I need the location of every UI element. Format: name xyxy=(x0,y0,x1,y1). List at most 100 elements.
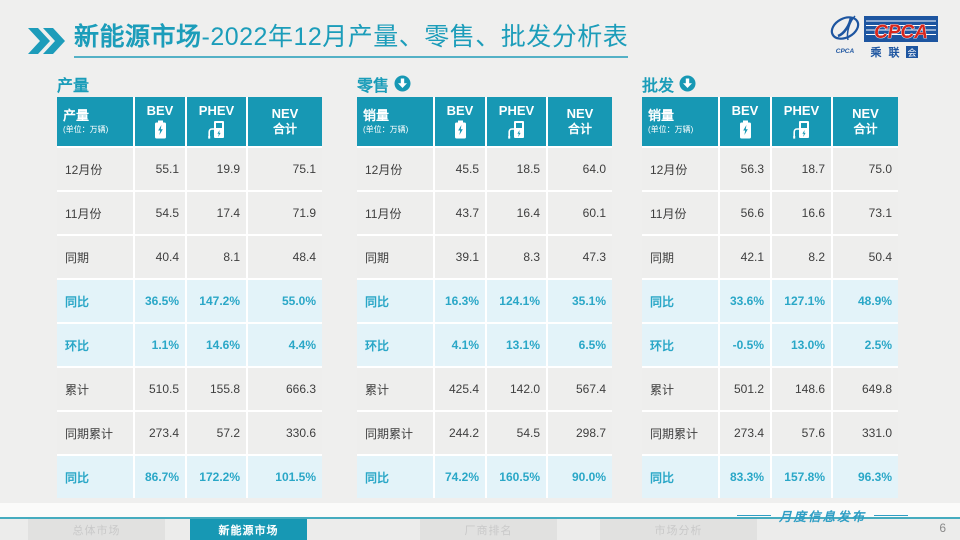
bev-column-label: BEV xyxy=(731,103,759,119)
nev-total-label: 合计 xyxy=(567,121,592,136)
header-cell-label: 销量 (单位：万辆) xyxy=(642,97,718,146)
cell-value: 14.6% xyxy=(187,324,246,366)
charger-icon xyxy=(508,120,524,139)
cell-value: 160.5% xyxy=(487,456,546,498)
table-body: 12月份 56.3 18.7 75.0 11月份 56.6 16.6 73.1 同期 42.1 8.… xyxy=(642,148,898,498)
cell-value: 60.1 xyxy=(548,192,612,234)
release-note-line-right xyxy=(874,515,908,516)
header-cell-bev: BEV xyxy=(435,97,485,146)
cell-value: 36.5% xyxy=(135,280,185,322)
cell-value: 18.5 xyxy=(487,148,546,190)
row-label: 同比 xyxy=(642,456,718,498)
cell-value: 90.0% xyxy=(548,456,612,498)
cell-value: 16.3% xyxy=(435,280,485,322)
logo-cn-char-2: 联 xyxy=(889,45,900,59)
table-row: 12月份 45.5 18.5 64.0 xyxy=(357,148,612,190)
row-label: 12月份 xyxy=(642,148,718,190)
row-label: 同比 xyxy=(357,456,433,498)
release-note-text: 月度信息发布 xyxy=(778,510,866,524)
row-label: 同期累计 xyxy=(357,412,433,454)
logo-emblem-swoosh-icon xyxy=(830,15,860,41)
cell-value: 54.5 xyxy=(487,412,546,454)
section-header-wholesale: 批发 xyxy=(642,70,898,97)
cell-value: 425.4 xyxy=(435,368,485,410)
header-unit: (单位：万辆) xyxy=(363,124,409,134)
row-label: 累计 xyxy=(642,368,718,410)
down-arrow-circle-icon xyxy=(394,75,411,92)
table-row: 同期 42.1 8.2 50.4 xyxy=(642,236,898,278)
cell-value: 55.0% xyxy=(248,280,322,322)
header-unit: (单位：万辆) xyxy=(63,124,109,134)
battery-icon xyxy=(739,120,751,139)
bottom-tab-bar: 总体市场 新能源市场 厂商排名 市场分析 xyxy=(0,519,960,540)
tab-manufacturer-ranking[interactable]: 厂商排名 xyxy=(420,519,557,540)
cell-value: 56.3 xyxy=(720,148,770,190)
cell-value: 48.4 xyxy=(248,236,322,278)
header-cell-label: 产量 (单位：万辆) xyxy=(57,97,133,146)
header-cell-nev: NEV 合计 xyxy=(833,97,898,146)
cell-value: 83.3% xyxy=(720,456,770,498)
bev-column-label: BEV xyxy=(446,103,474,119)
cell-value: 73.1 xyxy=(833,192,898,234)
cell-value: 64.0 xyxy=(548,148,612,190)
tab-overall-market[interactable]: 总体市场 xyxy=(28,519,165,540)
tab-nev-market[interactable]: 新能源市场 xyxy=(190,519,307,540)
section-header-production: 产量 xyxy=(57,70,322,97)
table-row: 同期累计 273.4 57.6 331.0 xyxy=(642,412,898,454)
page-number: 6 xyxy=(939,521,946,535)
cell-value: 75.0 xyxy=(833,148,898,190)
table-row: 同期 39.1 8.3 47.3 xyxy=(357,236,612,278)
table-row: 环比 -0.5% 13.0% 2.5% xyxy=(642,324,898,366)
cell-value: 4.4% xyxy=(248,324,322,366)
production-table: 产量 (单位：万辆) BEV PHEV xyxy=(57,97,322,498)
row-label: 同比 xyxy=(57,456,133,498)
header-cell-phev: PHEV xyxy=(187,97,246,146)
cell-value: 96.3% xyxy=(833,456,898,498)
nev-total-label: 合计 xyxy=(272,121,297,136)
logo-acronym: CPCA xyxy=(874,22,928,43)
cell-value: 18.7 xyxy=(772,148,831,190)
cell-value: 74.2% xyxy=(435,456,485,498)
phev-column-label: PHEV xyxy=(498,103,535,119)
table-header: 产量 (单位：万辆) BEV PHEV xyxy=(57,97,322,146)
header-label: 产量 xyxy=(63,107,90,123)
table-row: 11月份 43.7 16.4 60.1 xyxy=(357,192,612,234)
cell-value: 2.5% xyxy=(833,324,898,366)
cell-value: 1.1% xyxy=(135,324,185,366)
table-row: 12月份 55.1 19.9 75.1 xyxy=(57,148,322,190)
header-cell-bev: BEV xyxy=(135,97,185,146)
logo-cn-char-box xyxy=(906,46,918,58)
table-row: 11月份 54.5 17.4 71.9 xyxy=(57,192,322,234)
cell-value: 16.4 xyxy=(487,192,546,234)
tab-market-analysis[interactable]: 市场分析 xyxy=(600,519,757,540)
section-header-retail: 零售 xyxy=(357,70,612,97)
row-label: 环比 xyxy=(642,324,718,366)
table-body: 12月份 45.5 18.5 64.0 11月份 43.7 16.4 60.1 同期 39.1 8.… xyxy=(357,148,612,498)
page-title: 新能源市场-2022年12月产量、零售、批发分析表 xyxy=(74,23,629,58)
logo-box xyxy=(864,16,938,42)
header-cell-phev: PHEV xyxy=(772,97,831,146)
row-label: 同期 xyxy=(57,236,133,278)
cell-value: 45.5 xyxy=(435,148,485,190)
cell-value: 19.9 xyxy=(187,148,246,190)
header-cell-phev: PHEV xyxy=(487,97,546,146)
row-label: 同比 xyxy=(357,280,433,322)
cell-value: 124.1% xyxy=(487,280,546,322)
cell-value: 567.4 xyxy=(548,368,612,410)
section-title-retail: 零售 xyxy=(357,77,390,95)
table-row: 同比 33.6% 127.1% 48.9% xyxy=(642,280,898,322)
row-label: 同比 xyxy=(642,280,718,322)
cell-value: 40.4 xyxy=(135,236,185,278)
logo-emblem-caption: CPCA xyxy=(836,48,855,55)
cell-value: 501.2 xyxy=(720,368,770,410)
cell-value: 298.7 xyxy=(548,412,612,454)
logo-cn-char-3: 会 xyxy=(907,47,916,58)
header-unit: (单位：万辆) xyxy=(648,124,694,134)
cell-value: 148.6 xyxy=(772,368,831,410)
row-label: 累计 xyxy=(57,368,133,410)
section-title-production: 产量 xyxy=(57,77,90,95)
double-chevron-icon xyxy=(28,28,65,54)
release-note: 月度信息发布 xyxy=(736,506,908,525)
table-row: 同比 16.3% 124.1% 35.1% xyxy=(357,280,612,322)
table-row: 同期累计 273.4 57.2 330.6 xyxy=(57,412,322,454)
